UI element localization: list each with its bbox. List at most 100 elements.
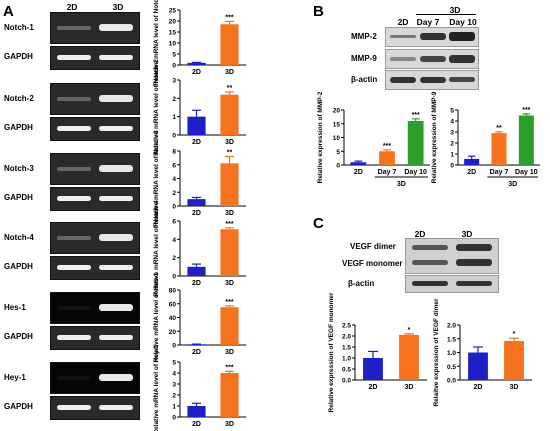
y-tick-label: 10 [333, 135, 341, 142]
bar [399, 334, 419, 380]
y-tick-label: 0 [172, 133, 176, 140]
bar [187, 344, 206, 345]
y-tick-label: 8 [172, 149, 176, 156]
b-header-3d-group: 3D [449, 5, 461, 15]
y-tick-label: 0 [172, 274, 176, 281]
bar [363, 358, 383, 380]
y-tick-label: 5 [172, 360, 176, 367]
y-tick-label: 1.0 [342, 356, 351, 363]
y-tick-label: 0 [172, 63, 176, 70]
x-tick-label: 2D [474, 384, 483, 391]
a-gel-gapdh [50, 326, 140, 350]
b-header-day7: Day 7 [416, 17, 440, 27]
b-header-2d: 2D [397, 17, 409, 27]
y-tick-label: 2.5 [342, 323, 351, 330]
y-tick-label: 4 [450, 119, 454, 126]
b-blot-label-mmp2: MMP-2 [351, 32, 377, 41]
y-tick-label: 1.0 [447, 350, 456, 357]
y-tick-label: 0 [336, 163, 340, 170]
bar [187, 266, 206, 276]
y-tick-label: 3 [450, 130, 454, 137]
y-tick-label: 15 [333, 121, 341, 128]
group-label: 3D [508, 181, 517, 188]
a-gel-gene [50, 153, 140, 185]
x-tick-label: 2D [192, 349, 201, 356]
y-tick-label: 2 [172, 255, 176, 262]
significance-label: *** [383, 143, 391, 150]
y-tick-label: 5 [336, 149, 340, 156]
b-blot-label-mmp9: MMP-9 [351, 54, 377, 63]
y-tick-label: 20 [333, 108, 341, 115]
y-tick-label: 1.5 [342, 345, 351, 352]
panel-label-c: C [313, 215, 324, 232]
a-header-3d: 3D [112, 2, 124, 12]
y-tick-label: 4 [172, 371, 176, 378]
y-tick-label: 0 [172, 343, 176, 350]
x-tick-label: 3D [225, 210, 234, 217]
bar [220, 307, 239, 345]
y-tick-label: 40 [169, 315, 177, 322]
bar [220, 229, 239, 276]
c-blot-vegf [405, 238, 499, 274]
a-ref-label: GAPDH [4, 402, 33, 411]
c-blot-label-vegf-dimer: VEGF dimer [350, 242, 396, 251]
y-axis-label: Relaitve expression of VEGF dimer [433, 298, 440, 406]
significance-label: *** [225, 299, 233, 306]
a-gel-gene [50, 12, 140, 44]
y-axis-label: Relative mRNA level of Hey-1 [153, 344, 160, 431]
significance-label: * [408, 327, 411, 334]
significance-label: ** [496, 125, 502, 132]
y-tick-label: 0 [450, 163, 454, 170]
y-tick-label: 20 [169, 19, 177, 26]
y-tick-label: 2 [172, 190, 176, 197]
bar [220, 373, 239, 417]
c-blot-bactin [405, 275, 499, 293]
bar [220, 94, 239, 135]
y-tick-label: 5 [172, 52, 176, 59]
y-tick-label: 1 [172, 404, 176, 411]
a-gene-label: Notch-4 [4, 233, 34, 242]
y-tick-label: 80 [169, 288, 177, 295]
y-tick-label: 2 [172, 393, 176, 400]
x-tick-label: Day 10 [515, 169, 538, 176]
a-gel-gene [50, 83, 140, 115]
x-tick-label: 3D [225, 349, 234, 356]
x-tick-label: 3D [405, 384, 414, 391]
bar [220, 163, 239, 206]
c-header-2d: 2D [414, 229, 426, 239]
y-tick-label: 25 [169, 8, 177, 15]
a-ref-label: GAPDH [4, 123, 33, 132]
x-tick-label: 3D [225, 139, 234, 146]
a-gel-gene [50, 222, 140, 254]
significance-label: ** [227, 85, 233, 92]
a-gene-label: Hes-1 [4, 303, 26, 312]
a-gel-gene [50, 362, 140, 394]
y-tick-label: 1.5 [447, 336, 456, 343]
x-tick-label: 2D [192, 280, 201, 287]
a-ref-label: GAPDH [4, 52, 33, 61]
y-tick-label: 10 [169, 41, 177, 48]
bar [379, 151, 395, 165]
bar [187, 406, 206, 417]
bar [468, 352, 488, 380]
x-tick-label: 3D [225, 421, 234, 428]
y-tick-label: 3 [172, 382, 176, 389]
b-blot-label-bactin: β-actin [351, 75, 378, 84]
x-tick-label: 3D [225, 69, 234, 76]
significance-label: *** [225, 221, 233, 228]
bar [504, 340, 524, 380]
a-ref-label: GAPDH [4, 262, 33, 271]
bar [491, 133, 507, 165]
bar [187, 199, 206, 206]
a-gel-gapdh [50, 117, 140, 141]
y-tick-label: 6 [172, 162, 176, 169]
x-tick-label: 2D [192, 69, 201, 76]
y-tick-label: 1 [172, 114, 176, 121]
a-ref-label: GAPDH [4, 193, 33, 202]
x-tick-label: Day 7 [490, 169, 509, 176]
a-gel-gapdh [50, 187, 140, 211]
y-tick-label: 2 [450, 141, 454, 148]
x-tick-label: Day 10 [404, 169, 427, 176]
y-tick-label: 60 [169, 301, 177, 308]
y-axis-label: Relative mRNA level of Notch-1 [153, 0, 160, 86]
